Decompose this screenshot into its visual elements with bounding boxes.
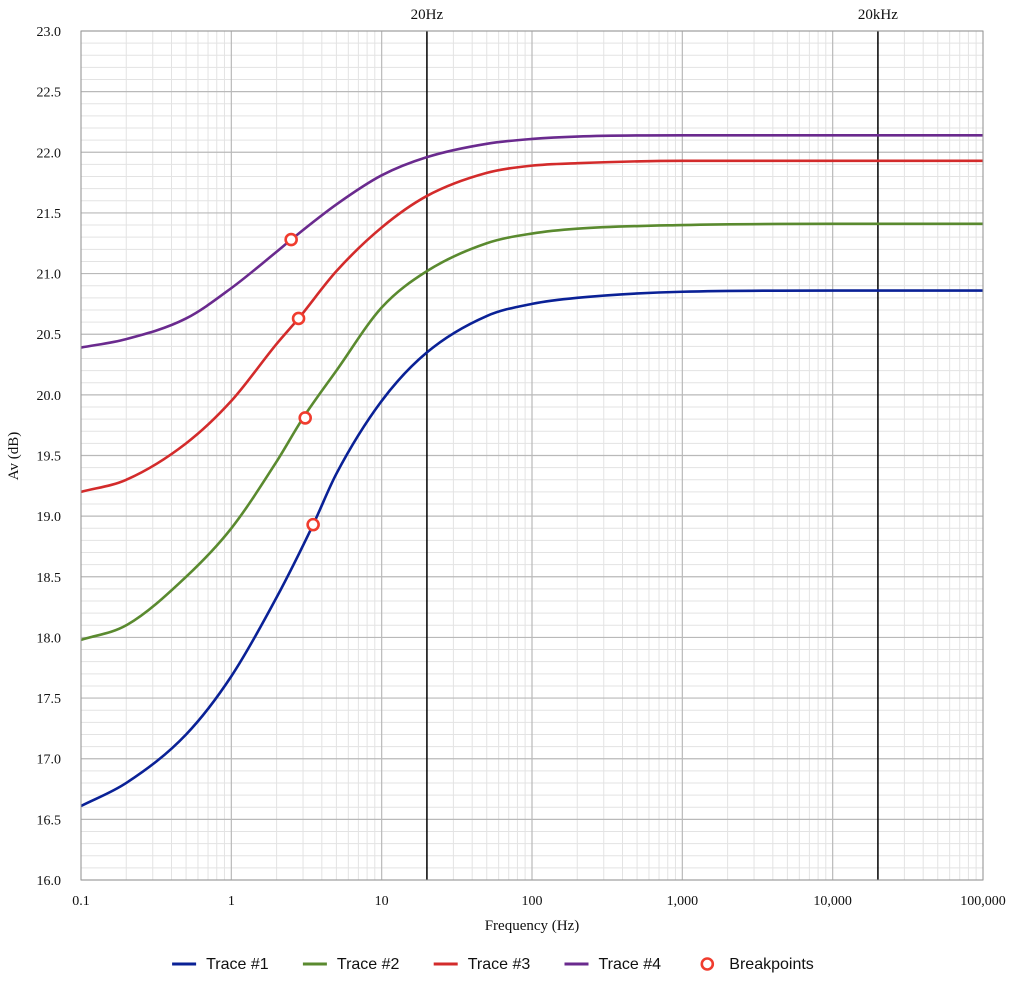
y-tick-label: 17.0 bbox=[37, 753, 62, 768]
y-axis-title: Av (dB) bbox=[6, 432, 22, 480]
x-axis-title: Frequency (Hz) bbox=[485, 918, 580, 934]
plot-frame bbox=[80, 30, 984, 881]
x-tick-label: 100,000 bbox=[960, 894, 1006, 909]
breakpoint-marker bbox=[298, 411, 313, 425]
x-tick-label: 10 bbox=[375, 894, 389, 909]
legend-label: Trace #2 bbox=[337, 956, 400, 973]
vertical-marker-label: 20kHz bbox=[858, 7, 898, 23]
legend-item-2: Trace #2 bbox=[302, 956, 400, 973]
x-tick-label: 1,000 bbox=[667, 894, 699, 909]
legend-item-5: Breakpoints bbox=[700, 956, 814, 973]
breakpoint-marker bbox=[306, 517, 320, 532]
breakpoint-marker bbox=[284, 232, 298, 247]
legend-label: Trace #3 bbox=[468, 956, 531, 973]
legend-label: Breakpoints bbox=[729, 956, 814, 973]
y-tick-label: 21.0 bbox=[37, 268, 62, 283]
legend: Trace #1 Trace #2 Trace #3 Trace #4 Breakpoi… bbox=[172, 956, 814, 973]
y-tick-label: 20.0 bbox=[37, 389, 62, 404]
legend-item-3: Trace #3 bbox=[433, 956, 531, 973]
breakpoint-marker bbox=[291, 311, 306, 326]
y-tick-label: 18.5 bbox=[37, 571, 62, 586]
series-line-trace-1 bbox=[80, 289, 983, 808]
x-tick-label: 10,000 bbox=[813, 894, 852, 909]
x-tick-label: 100 bbox=[522, 894, 543, 909]
y-tick-label: 18.0 bbox=[37, 631, 62, 646]
y-tick-label: 17.5 bbox=[37, 692, 62, 707]
y-tick-label: 16.0 bbox=[37, 874, 62, 889]
series-lines bbox=[80, 134, 983, 808]
y-tick-label: 22.5 bbox=[37, 86, 62, 101]
vertical-markers: 20Hz 20kHz bbox=[411, 7, 898, 880]
series-line-trace-3 bbox=[80, 159, 983, 494]
x-tick-label: 0.1 bbox=[72, 894, 90, 909]
y-tick-label: 19.5 bbox=[37, 450, 62, 465]
series-line-trace-4 bbox=[80, 134, 983, 349]
y-tick-label: 22.0 bbox=[37, 146, 62, 161]
y-tick-label: 20.5 bbox=[37, 328, 62, 343]
series-line-trace-2 bbox=[80, 222, 983, 642]
legend-item-1: Trace #1 bbox=[172, 956, 269, 973]
y-tick-label: 21.5 bbox=[37, 207, 62, 222]
y-tick-labels: 16.0 16.5 17.0 17.5 18.0 18.5 19.0 19.5 20.0 20.5… bbox=[37, 25, 62, 889]
x-tick-labels: 0.1 1 10 100 1,000 10,000 100,000 bbox=[72, 894, 1006, 909]
vertical-marker-label: 20Hz bbox=[411, 7, 444, 23]
x-tick-label: 1 bbox=[228, 894, 235, 909]
y-tick-label: 16.5 bbox=[37, 813, 62, 828]
legend-label: Trace #1 bbox=[206, 956, 269, 973]
breakpoint-markers bbox=[284, 232, 320, 532]
legend-item-4: Trace #4 bbox=[564, 956, 662, 973]
legend-label: Trace #4 bbox=[599, 956, 662, 973]
legend-swatch bbox=[700, 957, 715, 971]
y-tick-label: 19.0 bbox=[37, 510, 62, 525]
y-tick-label: 23.0 bbox=[37, 25, 62, 40]
